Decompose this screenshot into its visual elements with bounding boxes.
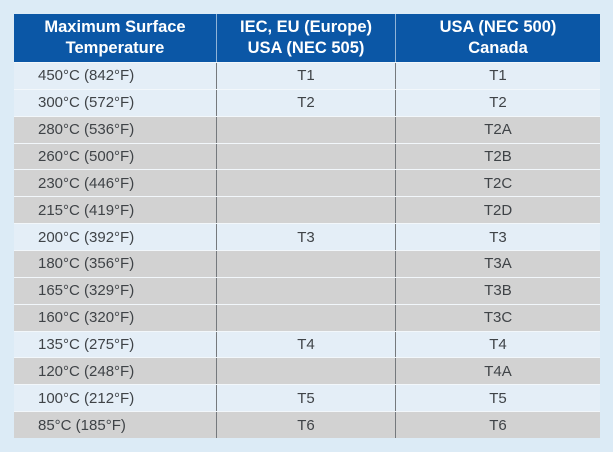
table-row: 230°C (446°F) T2C [14, 169, 600, 197]
temperature-cell: 300°C (572°F) [38, 94, 135, 112]
table-row: 135°C (275°F) T4 T4 [14, 330, 600, 358]
iec-code-cell [216, 251, 395, 277]
usa-code-cell: T6 [395, 412, 600, 438]
temperature-cell: 215°C (419°F) [38, 201, 135, 219]
header-max-surface-temperature: Maximum Surface Temperature [14, 14, 216, 62]
temperature-cell: 260°C (500°F) [38, 147, 135, 165]
table-body: 450°C (842°F) T1 T1 300°C (572°F) T2 T2 … [14, 62, 600, 438]
usa-code-cell: T2C [395, 170, 600, 197]
iec-code-cell: T4 [216, 331, 395, 358]
table-row: 215°C (419°F) T2D [14, 196, 600, 224]
table-row: 120°C (248°F) T4A [14, 357, 600, 385]
temperature-cell: 180°C (356°F) [38, 255, 135, 273]
table-row: 180°C (356°F) T3A [14, 250, 600, 277]
iec-code-cell: T1 [216, 63, 395, 89]
temperature-cell: 85°C (185°F) [38, 416, 126, 434]
usa-code-cell: T4 [395, 331, 600, 358]
table-row: 450°C (842°F) T1 T1 [14, 62, 600, 89]
table-row: 300°C (572°F) T2 T2 [14, 88, 600, 116]
table-row: 200°C (392°F) T3 T3 [14, 223, 600, 250]
usa-code-cell: T2A [395, 116, 600, 143]
usa-code-cell: T2B [395, 143, 600, 170]
temperature-cell: 120°C (248°F) [38, 362, 135, 380]
temperature-cell: 160°C (320°F) [38, 309, 135, 327]
usa-code-cell: T1 [395, 63, 600, 89]
usa-code-cell: T3B [395, 277, 600, 304]
table-row: 165°C (329°F) T3B [14, 276, 600, 304]
iec-code-cell [216, 358, 395, 385]
usa-code-cell: T2 [395, 89, 600, 116]
iec-code-cell [216, 170, 395, 197]
header-line: Maximum Surface [44, 18, 186, 36]
table-row: 280°C (536°F) T2A [14, 115, 600, 143]
header-line: USA (NEC 505) [247, 39, 365, 57]
temperature-cell: 100°C (212°F) [38, 389, 135, 407]
table-row: 100°C (212°F) T5 T5 [14, 384, 600, 412]
usa-code-cell: T3 [395, 224, 600, 250]
iec-code-cell: T2 [216, 89, 395, 116]
temperature-cell: 135°C (275°F) [38, 335, 135, 353]
table-header-row: Maximum Surface Temperature IEC, EU (Eur… [14, 14, 600, 62]
header-usa-canada: USA (NEC 500) Canada [395, 14, 600, 62]
temperature-cell: 200°C (392°F) [38, 228, 135, 246]
table-row: 85°C (185°F) T6 T6 [14, 411, 600, 438]
header-line: IEC, EU (Europe) [239, 18, 372, 36]
usa-code-cell: T3C [395, 304, 600, 331]
usa-code-cell: T3A [395, 251, 600, 277]
temperature-cell: 230°C (446°F) [38, 174, 135, 192]
iec-code-cell [216, 143, 395, 170]
iec-code-cell [216, 116, 395, 143]
iec-code-cell [216, 197, 395, 224]
temperature-cell: 280°C (536°F) [38, 121, 135, 139]
usa-code-cell: T5 [395, 385, 600, 412]
temperature-cell: 450°C (842°F) [38, 67, 135, 85]
temperature-class-table: Maximum Surface Temperature IEC, EU (Eur… [14, 14, 600, 438]
iec-code-cell: T3 [216, 224, 395, 250]
usa-code-cell: T2D [395, 197, 600, 224]
header-line: Temperature [65, 39, 165, 57]
header-line: USA (NEC 500) [439, 18, 557, 36]
header-line: Canada [468, 39, 528, 57]
iec-code-cell: T5 [216, 385, 395, 412]
temperature-cell: 165°C (329°F) [38, 282, 135, 300]
table-row: 260°C (500°F) T2B [14, 142, 600, 170]
table-row: 160°C (320°F) T3C [14, 303, 600, 331]
header-iec-eu: IEC, EU (Europe) USA (NEC 505) [216, 14, 395, 62]
iec-code-cell [216, 304, 395, 331]
usa-code-cell: T4A [395, 358, 600, 385]
iec-code-cell [216, 277, 395, 304]
iec-code-cell: T6 [216, 412, 395, 438]
